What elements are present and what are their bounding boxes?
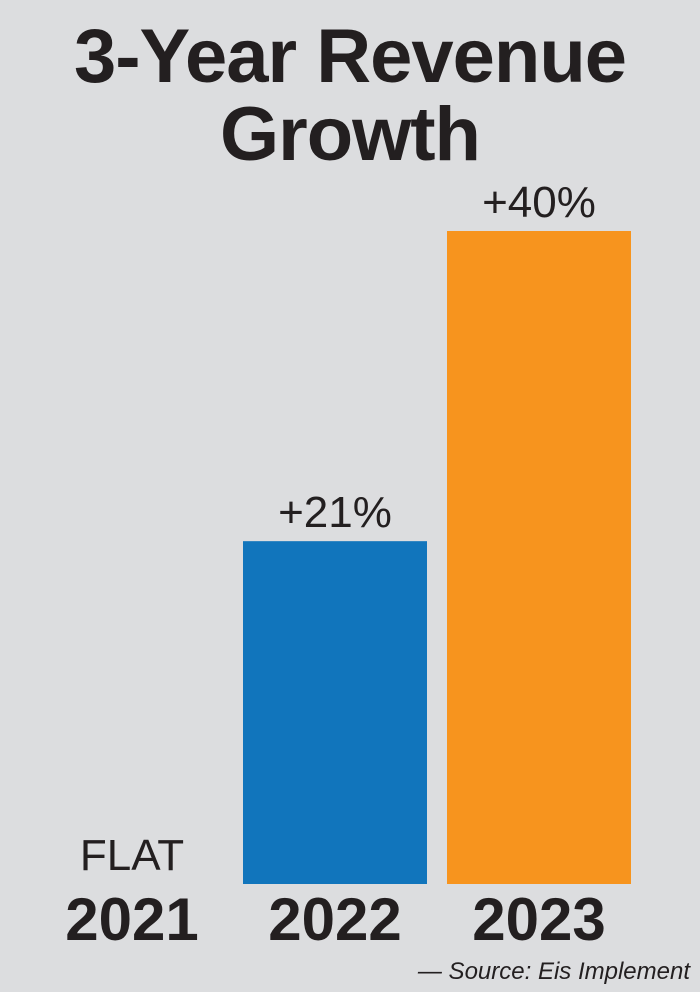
value-label-2022: +21% xyxy=(278,488,392,537)
category-label-2023: 2023 xyxy=(472,886,605,953)
value-label-2021: FLAT xyxy=(80,831,184,880)
chart-title: 3-Year Revenue Growth xyxy=(73,14,627,177)
bar-2023 xyxy=(447,231,631,884)
bar-2022 xyxy=(243,541,427,884)
source-note: — Source: Eis Implement xyxy=(417,958,690,985)
value-label-2023: +40% xyxy=(482,178,596,227)
category-label-2022: 2022 xyxy=(268,886,401,953)
category-label-2021: 2021 xyxy=(65,886,198,953)
